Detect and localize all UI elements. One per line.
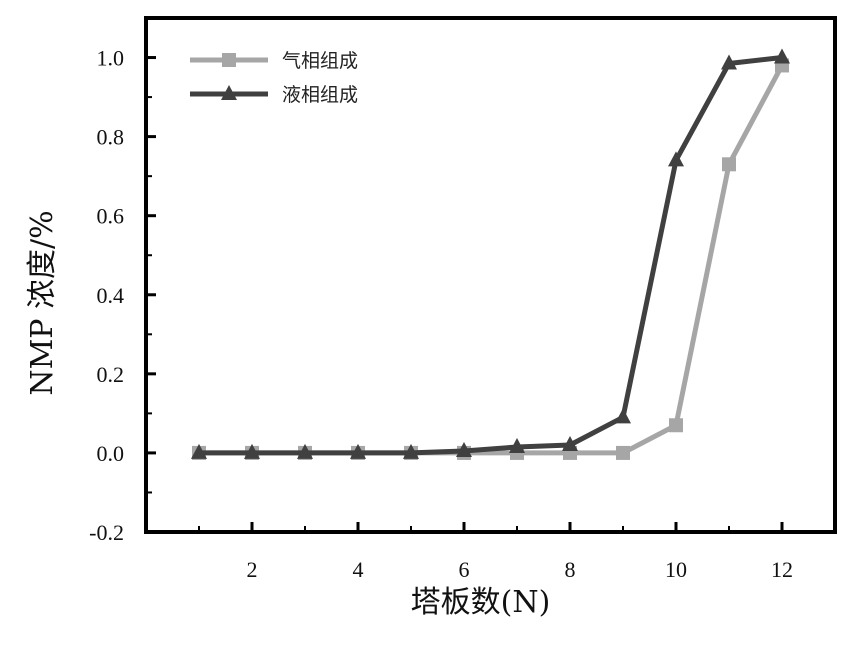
x-tick-label: 4 (353, 557, 364, 582)
legend-square-marker (222, 53, 236, 67)
triangle-marker (562, 436, 578, 452)
triangle-marker (456, 441, 472, 457)
series-2 (191, 48, 790, 459)
square-marker (722, 157, 736, 172)
ticks-layer: 2 4 6 8 10 12 -0.2 0.0 0.2 0.4 0.6 0.8 1.0 (89, 46, 836, 582)
y-tick-label: 0.2 (97, 362, 125, 387)
series-line (199, 55, 783, 456)
triangle-marker (615, 408, 631, 424)
square-marker (616, 445, 630, 460)
triangle-marker (774, 48, 790, 64)
y-tick-label: 1.0 (97, 46, 125, 71)
x-axis-title: 塔板数(N) (411, 585, 551, 620)
x-tick-label: 6 (459, 557, 470, 582)
triangle-marker (403, 443, 419, 459)
triangle-marker (668, 151, 684, 167)
triangle-marker (721, 54, 737, 70)
triangle-marker (509, 437, 525, 453)
x-tick-label: 10 (665, 557, 687, 582)
y-tick-label: 0.0 (97, 441, 125, 466)
square-marker (669, 418, 683, 433)
legend-triangle-marker (221, 85, 237, 100)
x-tick-label: 8 (565, 557, 576, 582)
plot-frame (144, 16, 837, 534)
y-tick-label: 0.8 (97, 125, 125, 150)
y-axis-title: NMP 浓度/% (25, 210, 60, 395)
x-tick-label: 2 (247, 557, 258, 582)
triangle-marker (191, 443, 207, 459)
y-tick-label: -0.2 (89, 520, 124, 545)
legend-label: 液相组成 (282, 84, 358, 106)
triangle-marker (297, 443, 313, 459)
x-tick-label: 12 (771, 557, 793, 582)
triangle-marker (350, 443, 366, 459)
series-layer (191, 48, 790, 460)
y-tick-label: 0.4 (97, 283, 125, 308)
legend-label: 气相组成 (282, 50, 358, 72)
y-tick-label: 0.6 (97, 204, 125, 229)
triangle-marker (244, 443, 260, 459)
